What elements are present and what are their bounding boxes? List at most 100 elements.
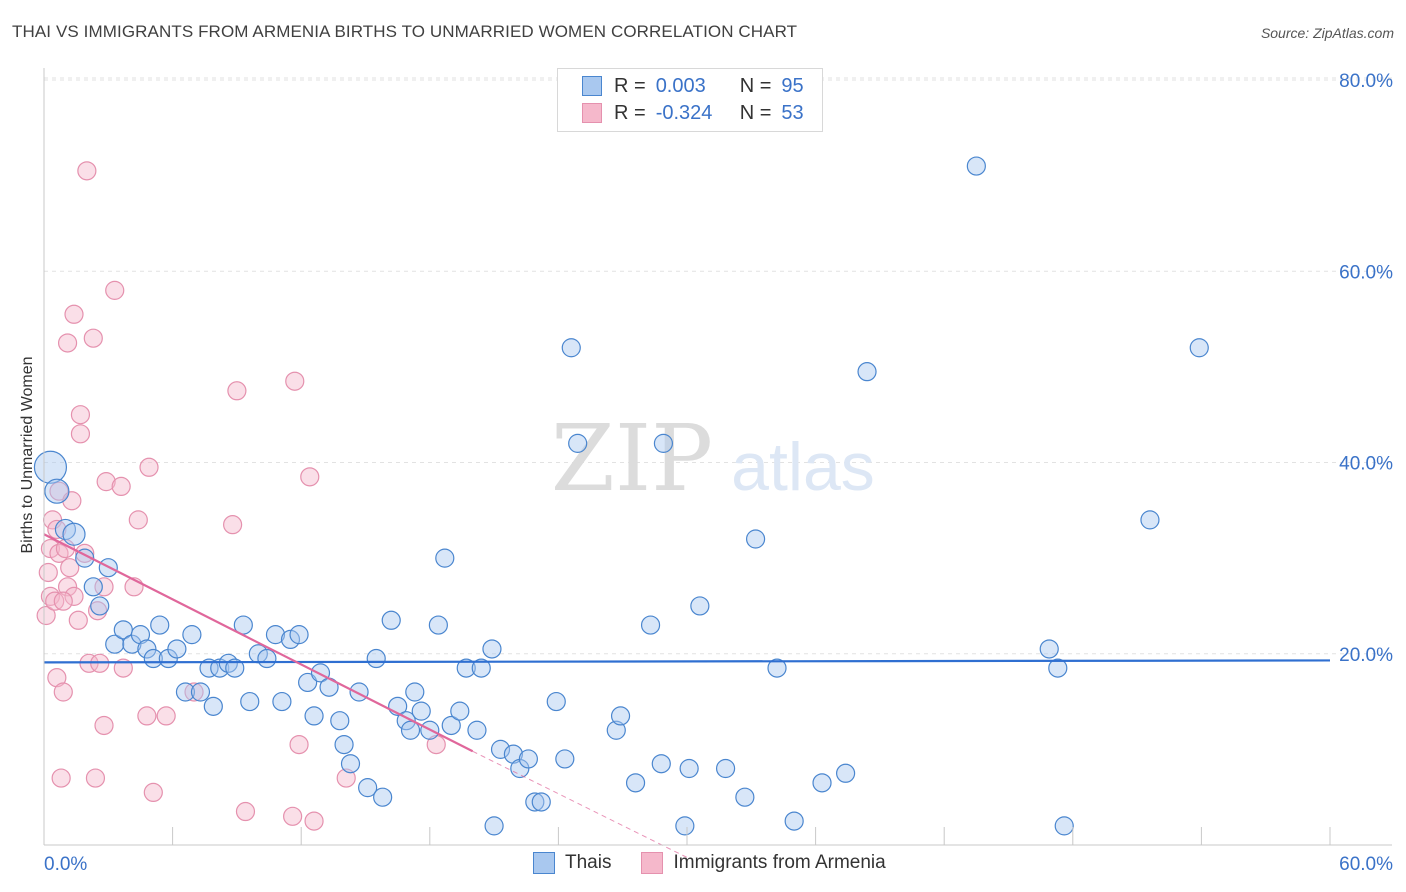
- thais-point: [225, 658, 245, 678]
- chart-title: THAI VS IMMIGRANTS FROM ARMENIA BIRTHS T…: [12, 22, 798, 41]
- thais-point: [428, 615, 448, 635]
- thais-point: [1189, 338, 1209, 358]
- armenia-point: [111, 476, 131, 497]
- armenia-point: [53, 682, 73, 702]
- armenia-point: [113, 658, 133, 678]
- y-tick-label: 20.0%: [1339, 645, 1393, 666]
- series-label-thais: Thais: [565, 852, 612, 873]
- legend-row-armenia: R = -0.324 N = 53: [582, 101, 804, 125]
- thais-point: [366, 648, 386, 669]
- armenia-point: [156, 706, 176, 726]
- armenia-point: [94, 577, 114, 597]
- thais-point: [411, 701, 431, 721]
- legend-n-label: N =: [739, 101, 772, 124]
- thais-point: [784, 811, 804, 831]
- legend-n-value-armenia: 53: [781, 101, 804, 124]
- thais-point: [175, 682, 196, 702]
- thais-point: [456, 658, 476, 678]
- thais-point: [304, 706, 324, 726]
- armenia-point: [227, 381, 247, 401]
- thais-trendline: [43, 659, 1331, 664]
- thais-point: [610, 706, 631, 726]
- armenia-point: [235, 801, 256, 822]
- thais-point: [735, 787, 755, 807]
- thais-point: [679, 758, 699, 779]
- thais-point: [289, 625, 309, 645]
- armenia-point: [289, 734, 309, 755]
- thais-point: [441, 715, 461, 736]
- legend-r-value-thais: 0.003: [655, 74, 706, 97]
- thais-point: [44, 478, 70, 504]
- thais-point: [531, 792, 551, 812]
- thais-point: [105, 634, 125, 654]
- thais-point: [167, 639, 187, 659]
- thais-point: [546, 691, 566, 712]
- thais-point: [653, 433, 674, 453]
- thais-point: [555, 749, 575, 769]
- armenia-point: [336, 768, 356, 788]
- thais-point: [503, 744, 523, 764]
- armenia-point: [49, 481, 69, 501]
- x-tick-label-min: 0.0%: [44, 854, 87, 875]
- legend-n-value-thais: 95: [781, 74, 804, 97]
- armenia-point: [38, 562, 58, 583]
- thais-point: [836, 763, 856, 783]
- thais-point: [1054, 816, 1074, 836]
- x-tick-label-max: 60.0%: [1339, 854, 1393, 875]
- thais-point: [54, 518, 77, 541]
- thais-point: [298, 672, 318, 693]
- thais-point: [767, 658, 787, 678]
- legend-swatch-armenia: [582, 103, 602, 123]
- thais-point: [1048, 658, 1068, 678]
- legend-n-label: N =: [739, 74, 772, 97]
- thais-point: [640, 615, 661, 635]
- thais-point: [240, 691, 260, 712]
- thais-point: [482, 639, 502, 659]
- legend-row-thais: R = 0.003 N = 95: [582, 74, 804, 98]
- thais-point: [966, 156, 986, 176]
- thais-point: [265, 625, 286, 645]
- armenia-point: [223, 515, 243, 535]
- armenia-point: [64, 304, 84, 324]
- thais-point: [203, 696, 223, 716]
- y-tick-label: 80.0%: [1339, 71, 1393, 92]
- thais-point: [467, 720, 487, 740]
- thais-point: [150, 615, 170, 635]
- thais-point: [435, 548, 455, 568]
- series-legend-armenia[interactable]: Immigrants from Armenia: [641, 852, 886, 874]
- thais-point: [90, 596, 110, 616]
- thais-point: [471, 658, 491, 678]
- thais-point: [190, 682, 211, 702]
- armenia-trendline: [43, 533, 474, 753]
- legend-swatch-thais: [582, 76, 602, 96]
- thais-point: [257, 648, 277, 669]
- series-swatch-armenia: [641, 852, 664, 874]
- thais-point: [358, 778, 378, 798]
- thais-point: [715, 758, 736, 779]
- armenia-point: [137, 706, 157, 726]
- armenia-point: [96, 472, 116, 492]
- series-swatch-thais: [533, 852, 555, 874]
- armenia-point: [426, 734, 446, 755]
- armenia-point: [60, 558, 80, 578]
- thais-point: [199, 658, 219, 678]
- thais-point: [405, 682, 425, 702]
- thais-point: [330, 711, 350, 731]
- armenia-point: [57, 577, 78, 597]
- thais-point: [349, 682, 369, 702]
- thais-point: [182, 625, 202, 645]
- y-tick-label: 40.0%: [1339, 454, 1393, 475]
- armenia-point: [36, 605, 56, 626]
- thais-point: [83, 577, 103, 597]
- thais-point: [675, 816, 695, 836]
- series-legend-thais[interactable]: Thais: [533, 852, 611, 874]
- thais-point: [525, 792, 545, 812]
- thais-point: [130, 625, 151, 645]
- armenia-point: [285, 371, 305, 391]
- thais-point: [33, 450, 68, 484]
- armenia-point: [70, 405, 91, 425]
- watermark-atlas: atlas: [731, 429, 875, 505]
- thais-point: [484, 816, 504, 836]
- thais-point: [340, 754, 361, 774]
- correlation-legend: R = 0.003 N = 95 R = -0.324 N = 53: [557, 68, 823, 132]
